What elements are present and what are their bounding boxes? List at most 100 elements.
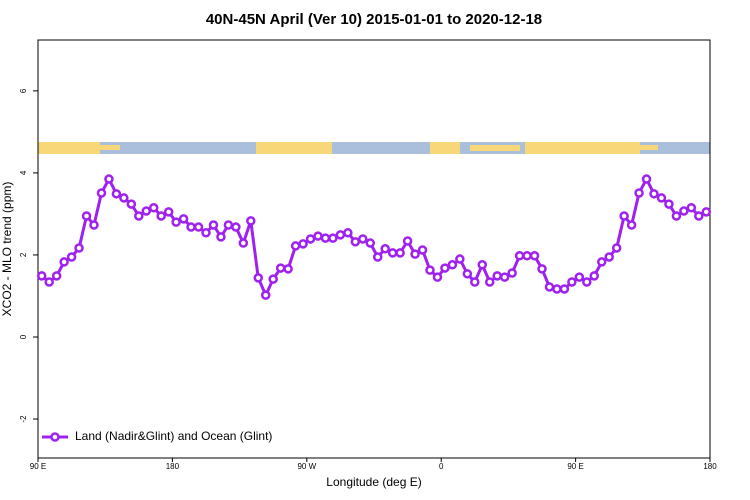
data-point (298, 239, 308, 249)
data-point (596, 257, 607, 267)
data-point (275, 263, 286, 273)
data-point (694, 211, 704, 221)
data-point (522, 251, 532, 261)
data-point (313, 231, 323, 241)
x-axis-label: Longitude (deg E) (326, 475, 421, 489)
data-point (432, 272, 443, 282)
data-point (544, 282, 555, 292)
data-point (417, 245, 428, 255)
data-point (335, 230, 346, 240)
data-point (507, 268, 517, 278)
data-point (492, 271, 502, 281)
y-tick-label: 6 (19, 88, 28, 93)
data-point (283, 264, 293, 274)
data-point (395, 248, 405, 258)
data-point (126, 199, 137, 209)
data-point (455, 254, 465, 264)
data-point (305, 234, 316, 244)
y-tick-label: -2 (19, 415, 28, 423)
data-point (559, 284, 570, 294)
data-point (134, 211, 144, 221)
data-point (425, 265, 435, 275)
y-tick-label: 2 (19, 252, 28, 257)
data-point (387, 248, 398, 258)
data-point (529, 251, 540, 261)
x-tick-label: 180 (703, 462, 717, 471)
land-ocean-strip (38, 142, 710, 154)
data-point (208, 220, 219, 230)
data-point (320, 233, 331, 243)
plot-frame (37, 39, 711, 459)
y-axis-label: XCO2 - MLO trend (ppm) (0, 182, 14, 317)
data-point (679, 206, 689, 216)
data-point (89, 220, 99, 230)
data-point (96, 188, 107, 198)
data-point (611, 243, 622, 253)
data-point (372, 252, 383, 262)
data-point (171, 217, 181, 227)
chart-title: 40N-45N April (Ver 10) 2015-01-01 to 202… (206, 11, 542, 28)
data-point (290, 241, 301, 251)
data-point (470, 277, 480, 287)
data-point (260, 290, 271, 300)
data-point (119, 193, 129, 203)
data-point (499, 272, 510, 282)
legend-label: Land (Nadir&Glint) and Ocean (Glint) (75, 429, 272, 443)
data-point (574, 272, 585, 282)
data-point (111, 189, 122, 199)
data-point (238, 238, 249, 248)
data-point (74, 243, 84, 253)
x-tick-label: 90 E (567, 462, 583, 471)
data-point (462, 269, 473, 279)
data-point (246, 216, 256, 226)
y-tick-label: 4 (19, 170, 28, 175)
data-point (552, 284, 562, 294)
data-point (178, 214, 189, 224)
y-tick-label: 0 (19, 334, 28, 339)
x-tick-label: 90 E (30, 462, 46, 471)
data-point (410, 249, 420, 259)
data-point (350, 237, 361, 247)
data-point (66, 252, 77, 262)
data-point (671, 211, 682, 221)
data-point (51, 271, 62, 281)
data-point (36, 271, 47, 281)
data-point (186, 222, 196, 232)
data-point (664, 199, 674, 209)
data-point (141, 206, 152, 216)
data-point (477, 260, 488, 270)
data-point (365, 238, 376, 248)
data-point (81, 211, 92, 221)
data-point (656, 193, 667, 203)
data-point (148, 203, 159, 213)
data-point (447, 260, 458, 270)
data-point (253, 273, 264, 283)
x-tick-label: 90 W (297, 462, 316, 471)
series-line (40, 175, 707, 299)
data-point (514, 251, 525, 261)
data-point (567, 277, 577, 287)
data-point (216, 232, 226, 242)
data-point (343, 228, 353, 238)
data-point (686, 203, 697, 213)
data-point (589, 271, 600, 281)
x-tick-label: 0 (439, 462, 444, 471)
data-point (156, 211, 166, 221)
data-point (163, 207, 174, 217)
legend-marker (50, 432, 60, 442)
data-point (626, 220, 637, 230)
data-point (701, 207, 712, 217)
data-point (358, 234, 368, 244)
data-point (649, 189, 659, 199)
data-point (104, 174, 114, 184)
data-point (44, 277, 54, 287)
data-point (193, 222, 204, 232)
data-point (268, 274, 278, 284)
data-point (634, 188, 644, 198)
data-point (201, 228, 211, 238)
data-point (223, 220, 234, 230)
data-point (231, 222, 241, 232)
data-point (402, 236, 413, 246)
data-point (619, 211, 629, 221)
